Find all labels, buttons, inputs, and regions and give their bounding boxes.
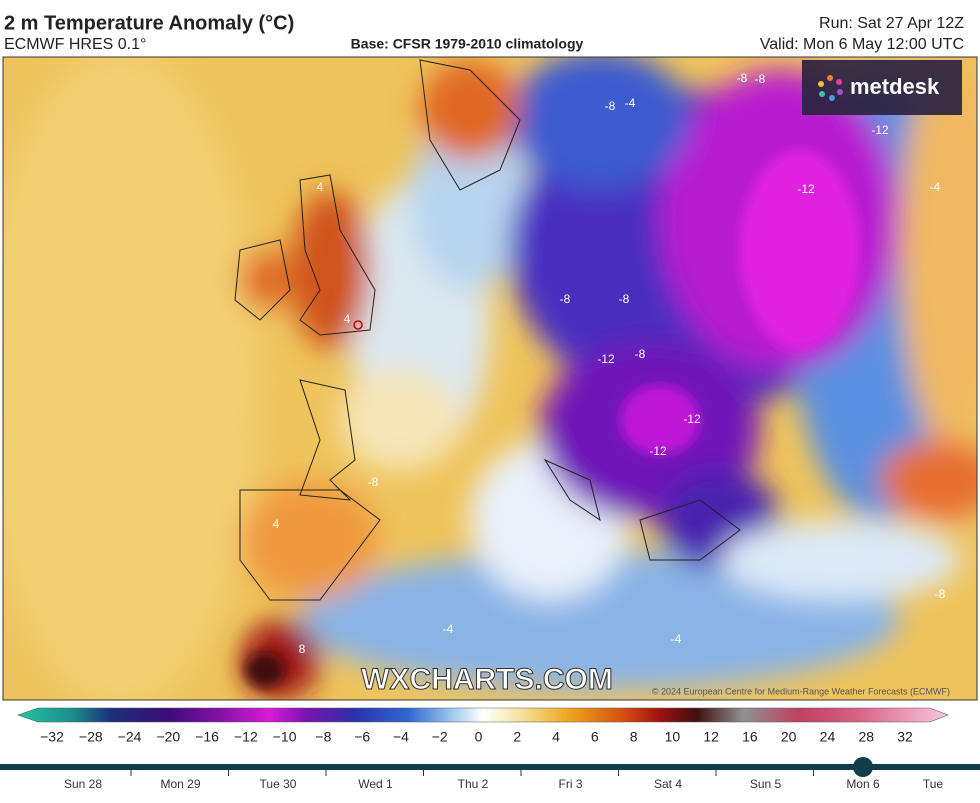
timeline: Sun 28 Mon 29 Tue 30 Wed 1 Thu 2 Fri 3 Sat 4 Su… [64, 757, 944, 791]
timeline-day[interactable]: Sun 28 [64, 777, 102, 791]
contour-label: -8 [560, 292, 571, 306]
colorbar-tick-label: 32 [897, 729, 913, 745]
colorbar-tick-label: −12 [234, 729, 258, 745]
colorbar-tick-label: −24 [118, 729, 142, 745]
map: -8 -4 -8 -12 -12 -8 -8 -12 -8 -12 -12 -4 4 4 -8 8 -4 -4 -8… [3, 57, 977, 700]
colorbar-tick-label: 24 [820, 729, 836, 745]
contour-label: -12 [649, 444, 667, 458]
contour-label: -8 [635, 347, 646, 361]
contour-label: -12 [797, 182, 815, 196]
timeline-day[interactable]: Sat 4 [654, 777, 682, 791]
brand-logo [818, 75, 843, 101]
timeline-day[interactable]: Tue 30 [260, 777, 297, 791]
contour-label: -4 [625, 96, 636, 110]
timeline-day[interactable]: Wed 1 [358, 777, 393, 791]
colorbar-tick-label: −6 [354, 729, 370, 745]
timeline-day[interactable]: Mon 29 [160, 777, 200, 791]
model: ECMWF HRES 0.1° [4, 36, 146, 53]
colorbar-tick-label: 10 [665, 729, 681, 745]
credit: © 2024 European Centre for Medium-Range … [652, 686, 950, 696]
colorbar-tick-label: −10 [273, 729, 297, 745]
contour-label: -4 [443, 622, 454, 636]
contour-label: -8 [935, 587, 946, 601]
timeline-day[interactable]: Fri 3 [559, 777, 583, 791]
valid: Valid: Mon 6 May 12:00 UTC [760, 36, 964, 53]
contour-label: -4 [671, 632, 682, 646]
brand-box [802, 60, 962, 115]
timeline-track [0, 764, 980, 770]
timeline-day[interactable]: Thu 2 [458, 777, 489, 791]
watermark: WXCHARTS.COM [361, 663, 613, 696]
contour-labels: -8 -4 -8 -12 -12 -8 -8 -12 -8 -12 -12 -4 4 4 -8 8 -4 -4 -8… [273, 71, 946, 656]
colorbar-tick-label: −28 [79, 729, 103, 745]
contour-label: -8 [605, 99, 616, 113]
contour-label: 4 [273, 517, 280, 531]
timeline-day[interactable]: Mon 6 [846, 777, 880, 791]
map-frame [2, 56, 978, 701]
colorbar-tick-label: −2 [432, 729, 448, 745]
colorbar-tick-label: 20 [781, 729, 797, 745]
colorbar-tick-label: 4 [552, 729, 560, 745]
contour-label: -12 [871, 123, 889, 137]
contour-label: -8 [755, 72, 766, 86]
run: Run: Sat 27 Apr 12Z [819, 15, 964, 32]
colorbar-tick-label: 16 [742, 729, 758, 745]
contour-label: -8 [737, 71, 748, 85]
colorbar-ticks: −32 −28 −24 −20 −16 −12 −10 −8 −6 −4 −2 0 2 4 6 8 10 12 16… [40, 729, 913, 745]
colorbar-tick-label: −8 [315, 729, 331, 745]
timeline-day[interactable]: Sun 5 [750, 777, 782, 791]
brand: metdesk [850, 74, 940, 99]
colorbar-tick-label: −32 [40, 729, 64, 745]
colorbar-tick-label: 12 [703, 729, 719, 745]
contour-label: -12 [597, 352, 615, 366]
contour-label: 8 [299, 642, 306, 656]
timeline-marker[interactable] [853, 757, 873, 777]
contour-label: -8 [619, 292, 630, 306]
timeline-day[interactable]: Tue [923, 777, 944, 791]
contour-label: 4 [344, 312, 351, 326]
coastlines [234, 59, 741, 601]
colorbar-tick-label: −4 [393, 729, 409, 745]
colorbar-tick-label: 6 [591, 729, 599, 745]
contour-label: -12 [683, 412, 701, 426]
colorbar-tick-label: 28 [858, 729, 874, 745]
contour-label: 4 [317, 180, 324, 194]
colorbar-tick-label: 0 [475, 729, 483, 745]
contour-label: -4 [930, 180, 941, 194]
title: 2 m Temperature Anomaly (°C) [4, 12, 294, 34]
location-marker [353, 320, 363, 330]
base: Base: CFSR 1979-2010 climatology [351, 36, 584, 52]
colorbar [17, 707, 949, 723]
colorbar-tick-label: −16 [195, 729, 219, 745]
contour-label: -8 [368, 475, 379, 489]
colorbar-tick-label: −20 [156, 729, 180, 745]
colorbar-tick-label: 8 [630, 729, 638, 745]
colorbar-tick-label: 2 [513, 729, 521, 745]
